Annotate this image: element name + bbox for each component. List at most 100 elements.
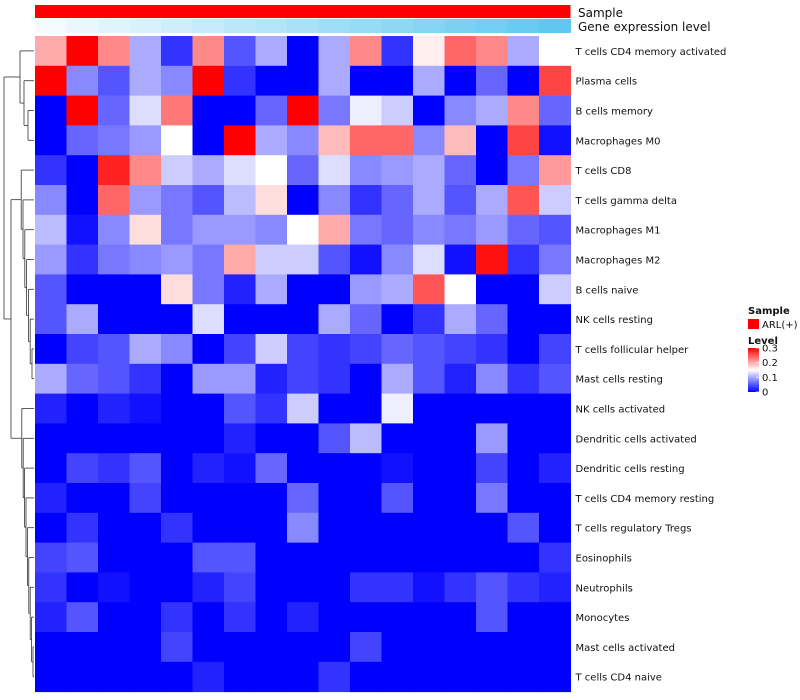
heatmap-cell [192, 572, 225, 603]
annotation-expression-cell [224, 19, 256, 33]
heatmap-cell [66, 602, 99, 633]
heatmap-cell [318, 661, 351, 693]
heatmap-cell [98, 602, 130, 633]
heatmap-cell [66, 334, 99, 365]
heatmap-cell [98, 244, 130, 275]
heatmap-cell [35, 661, 67, 693]
heatmap-cell [224, 304, 256, 335]
heatmap-cell [507, 602, 540, 633]
heatmap-cell [476, 483, 508, 514]
heatmap-cell [539, 572, 571, 603]
heatmap-cell [444, 512, 477, 544]
heatmap-cell [539, 125, 571, 156]
heatmap-cell [539, 453, 571, 484]
legend-level-colorbar [748, 348, 759, 392]
heatmap-cell [224, 334, 256, 365]
heatmap-cell [444, 542, 477, 573]
heatmap-cell [35, 542, 67, 573]
heatmap-cell [161, 572, 193, 603]
heatmap-cell [161, 423, 193, 454]
heatmap-cell [539, 155, 571, 186]
annotation-expression-cell [413, 19, 445, 33]
heatmap-cell [192, 65, 225, 97]
heatmap-cell [539, 632, 571, 663]
row-label: Neutrophils [576, 583, 633, 594]
heatmap-cell [66, 423, 99, 454]
row-labels: T cells CD4 memory activated Plasma cells… [575, 47, 727, 684]
heatmap-cell [318, 602, 351, 633]
heatmap-cell [539, 363, 571, 395]
row-label: T cells follicular helper [575, 345, 690, 356]
heatmap-cell [539, 334, 571, 365]
heatmap-cell [476, 602, 508, 633]
heatmap-cell [192, 453, 225, 484]
heatmap-cell [224, 423, 256, 454]
heatmap-cell [318, 363, 351, 395]
heatmap-cell [129, 155, 162, 186]
heatmap-cell [66, 214, 99, 246]
heatmap-cell [255, 512, 288, 544]
heatmap-cell [66, 36, 99, 67]
heatmap-cell [129, 483, 162, 514]
annotation-labels: Sample Gene expression level [578, 6, 711, 34]
heatmap-cell [413, 661, 445, 693]
heatmap-cell [413, 125, 445, 156]
row-label: Macrophages M0 [576, 136, 661, 147]
heatmap-cell [444, 661, 477, 693]
heatmap-cell [224, 661, 256, 693]
heatmap-cell [318, 572, 351, 603]
heatmap-cell [224, 363, 256, 395]
heatmap-cell [66, 363, 99, 395]
heatmap-cell [507, 95, 540, 126]
heatmap-cell [350, 661, 382, 693]
heatmap-cell [413, 632, 445, 663]
heatmap-cell [539, 65, 571, 97]
heatmap-cell [507, 334, 540, 365]
heatmap-cell [66, 512, 99, 544]
heatmap-cell [98, 393, 130, 424]
heatmap-cell [444, 363, 477, 395]
annotation-expression-cell [287, 19, 319, 33]
heatmap-cell [98, 661, 130, 693]
heatmap-cell [192, 274, 225, 305]
heatmap-cell [192, 334, 225, 365]
heatmap-cell [287, 65, 319, 97]
heatmap-cell [224, 602, 256, 633]
heatmap-cell [350, 602, 382, 633]
heatmap-cell [224, 572, 256, 603]
heatmap-cell [350, 274, 382, 305]
heatmap-cell [35, 393, 67, 424]
row-dendrogram [3, 50, 34, 678]
heatmap-cell [381, 304, 414, 335]
heatmap-cell [129, 334, 162, 365]
heatmap-cell [381, 393, 414, 424]
heatmap-cell [35, 274, 67, 305]
heatmap-cell [98, 125, 130, 156]
heatmap-cell [255, 125, 288, 156]
heatmap-cell [98, 632, 130, 663]
heatmap-cell [444, 214, 477, 246]
heatmap-cell [350, 453, 382, 484]
annotation-expression-cell [98, 19, 130, 33]
heatmap-cell [444, 125, 477, 156]
heatmap-cell [539, 483, 571, 514]
heatmap-cell [444, 274, 477, 305]
heatmap-cell [381, 155, 414, 186]
heatmap-cell [66, 274, 99, 305]
heatmap-cell [98, 214, 130, 246]
heatmap-cell [318, 274, 351, 305]
row-label: Mast cells activated [576, 643, 675, 654]
heatmap-cell [413, 602, 445, 633]
heatmap-cell [192, 95, 225, 126]
heatmap-cell [129, 185, 162, 216]
annotation-expression-cell [318, 19, 351, 33]
heatmap-cell [507, 423, 540, 454]
heatmap-cell [129, 274, 162, 305]
heatmap-cell [224, 274, 256, 305]
heatmap-cell [35, 512, 67, 544]
row-label: Plasma cells [576, 77, 638, 88]
heatmap-cell [476, 36, 508, 67]
heatmap-cell [381, 95, 414, 126]
heatmap-cell [287, 602, 319, 633]
heatmap-cell [192, 125, 225, 156]
